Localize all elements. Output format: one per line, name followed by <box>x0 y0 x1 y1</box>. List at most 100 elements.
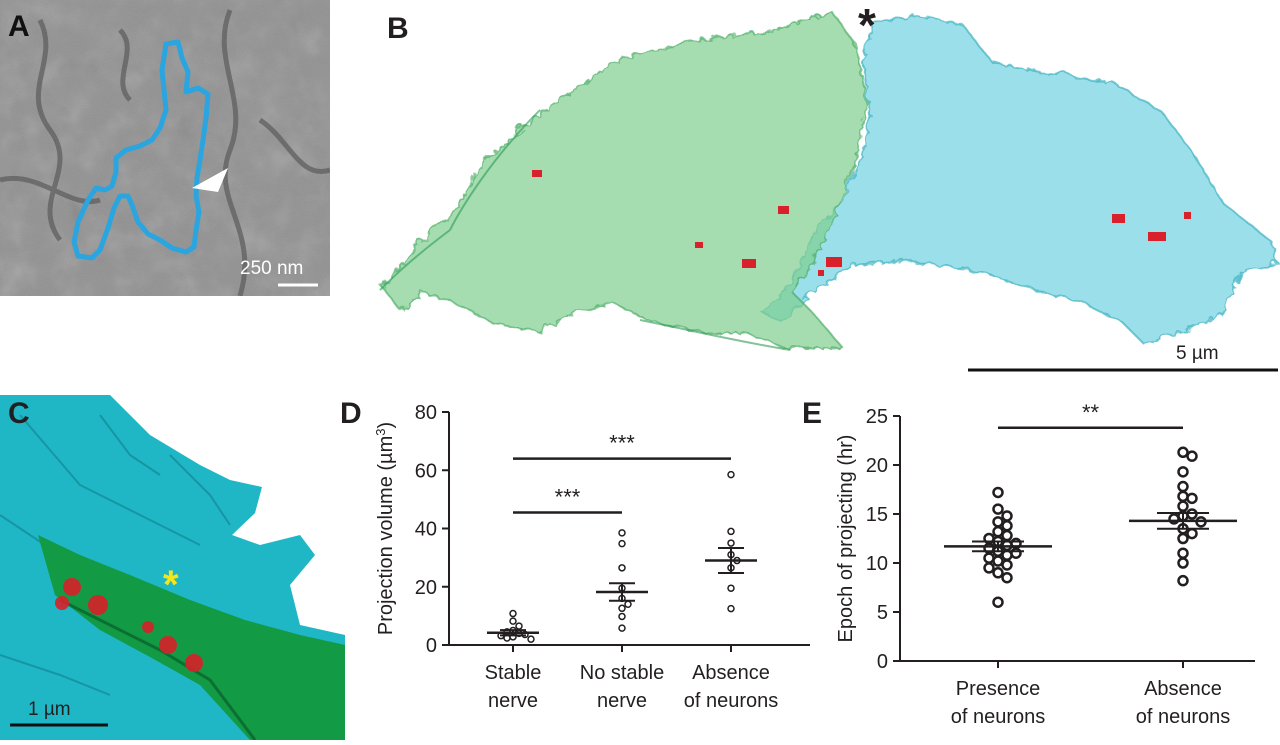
puncta <box>778 206 789 214</box>
data-point <box>1177 500 1189 512</box>
data-point <box>1177 557 1189 569</box>
chart-d: 0 20 40 60 80 Projection volume (µm3) Stable ne… <box>373 402 810 712</box>
panel-c: * 1 µm C <box>0 395 345 741</box>
y-tick-label: 10 <box>866 553 888 575</box>
significance-label: *** <box>555 484 581 509</box>
panel-letter-e: E <box>802 397 823 430</box>
cell-outline <box>71 39 211 261</box>
y-tick-label: 20 <box>866 455 888 477</box>
data-point <box>1186 492 1198 505</box>
data-point <box>618 564 626 572</box>
significance-label: ** <box>1082 400 1100 425</box>
data-point <box>727 584 735 592</box>
puncta <box>742 259 756 268</box>
y-axis-label: Projection volume (µm3) <box>373 422 398 635</box>
puncta <box>826 257 842 267</box>
green-projection <box>38 535 345 740</box>
x-category-label: nerve <box>597 690 647 712</box>
data-point <box>992 486 1004 499</box>
data-point <box>1001 571 1013 584</box>
panel-letter-d: D <box>340 397 362 430</box>
data-point <box>618 539 626 548</box>
x-category-label: Absence <box>692 662 770 684</box>
scale-bar-label-c: 1 µm <box>28 699 71 720</box>
em-micrograph <box>0 0 331 297</box>
data-point <box>1177 466 1189 478</box>
y-tick-label: 40 <box>415 519 437 541</box>
puncta <box>185 654 203 672</box>
y-tick-label: 0 <box>877 651 888 673</box>
data-point <box>527 635 535 643</box>
data-point <box>983 562 995 574</box>
puncta <box>63 578 81 596</box>
puncta <box>1112 214 1125 223</box>
data-point <box>1186 450 1198 462</box>
data-point <box>618 624 626 632</box>
x-category-label: of neurons <box>951 706 1046 728</box>
y-tick-label: 25 <box>866 406 888 428</box>
yellow-asterisk: * <box>163 563 179 607</box>
data-point <box>509 609 517 618</box>
data-point <box>1177 490 1189 503</box>
data-point <box>1177 480 1189 493</box>
x-category-label: Absence <box>1144 678 1222 700</box>
y-tick-label: 5 <box>877 602 888 624</box>
data-point <box>618 604 626 613</box>
data-point <box>509 617 517 625</box>
x-category-label: Stable <box>485 662 542 684</box>
puncta <box>532 170 542 177</box>
puncta <box>88 595 108 615</box>
zoom-render-c <box>0 395 345 741</box>
data-point <box>1001 510 1013 522</box>
puncta <box>142 621 154 633</box>
panel-d: D 0 20 40 60 80 Projection volume (µm3) Stable… <box>340 395 820 740</box>
y-tick-label: 80 <box>415 402 437 424</box>
data-point <box>1186 527 1198 540</box>
data-point <box>992 567 1004 579</box>
panel-letter-c: C <box>8 397 30 430</box>
data-point <box>1010 547 1022 559</box>
data-point <box>983 552 995 564</box>
data-point <box>515 622 523 630</box>
panel-b: 5 µm * B <box>340 0 1280 380</box>
y-axis-label: Epoch of projecting (hr) <box>835 435 857 643</box>
x-category-label: nerve <box>488 690 538 712</box>
x-category-label: Presence <box>956 678 1041 700</box>
cell-junction-asterisk: * <box>858 0 876 51</box>
data-point <box>1177 547 1189 559</box>
data-point <box>1001 559 1013 571</box>
x-category-label: No stable <box>580 662 665 684</box>
scale-bar-label-b: 5 µm <box>1176 343 1219 364</box>
panel-e: E 0 5 10 15 20 25 Epoch of projecting (hr) Pres… <box>800 395 1280 740</box>
panel-letter-b: B <box>387 12 409 45</box>
data-point <box>624 600 632 608</box>
data-point <box>1177 574 1189 587</box>
puncta <box>818 270 824 276</box>
data-point <box>992 503 1004 515</box>
data-point <box>727 470 735 479</box>
data-point <box>727 527 735 536</box>
y-tick-label: 20 <box>415 577 437 599</box>
chart-e: 0 5 10 15 20 25 Epoch of projecting (hr) Presen… <box>835 400 1255 728</box>
data-point <box>1001 520 1013 532</box>
data-point <box>727 604 735 613</box>
data-point <box>1177 532 1189 545</box>
significance-label: *** <box>609 431 635 456</box>
puncta <box>159 636 177 654</box>
x-category-label: of neurons <box>1136 706 1231 728</box>
scale-bar-label-a: 250 nm <box>240 258 304 279</box>
puncta <box>695 242 703 248</box>
cell-render-b <box>378 8 1278 372</box>
green-cell <box>378 8 867 346</box>
y-tick-label: 0 <box>426 635 437 657</box>
data-point <box>992 596 1004 608</box>
arrowhead-marker <box>192 168 228 192</box>
data-point <box>992 555 1004 567</box>
data-point <box>618 612 626 621</box>
panel-a: 250 nm A <box>0 0 331 297</box>
data-point <box>992 516 1004 528</box>
data-point <box>1177 446 1189 459</box>
data-point <box>618 529 626 537</box>
data-point <box>992 525 1004 538</box>
data-point <box>727 539 735 547</box>
